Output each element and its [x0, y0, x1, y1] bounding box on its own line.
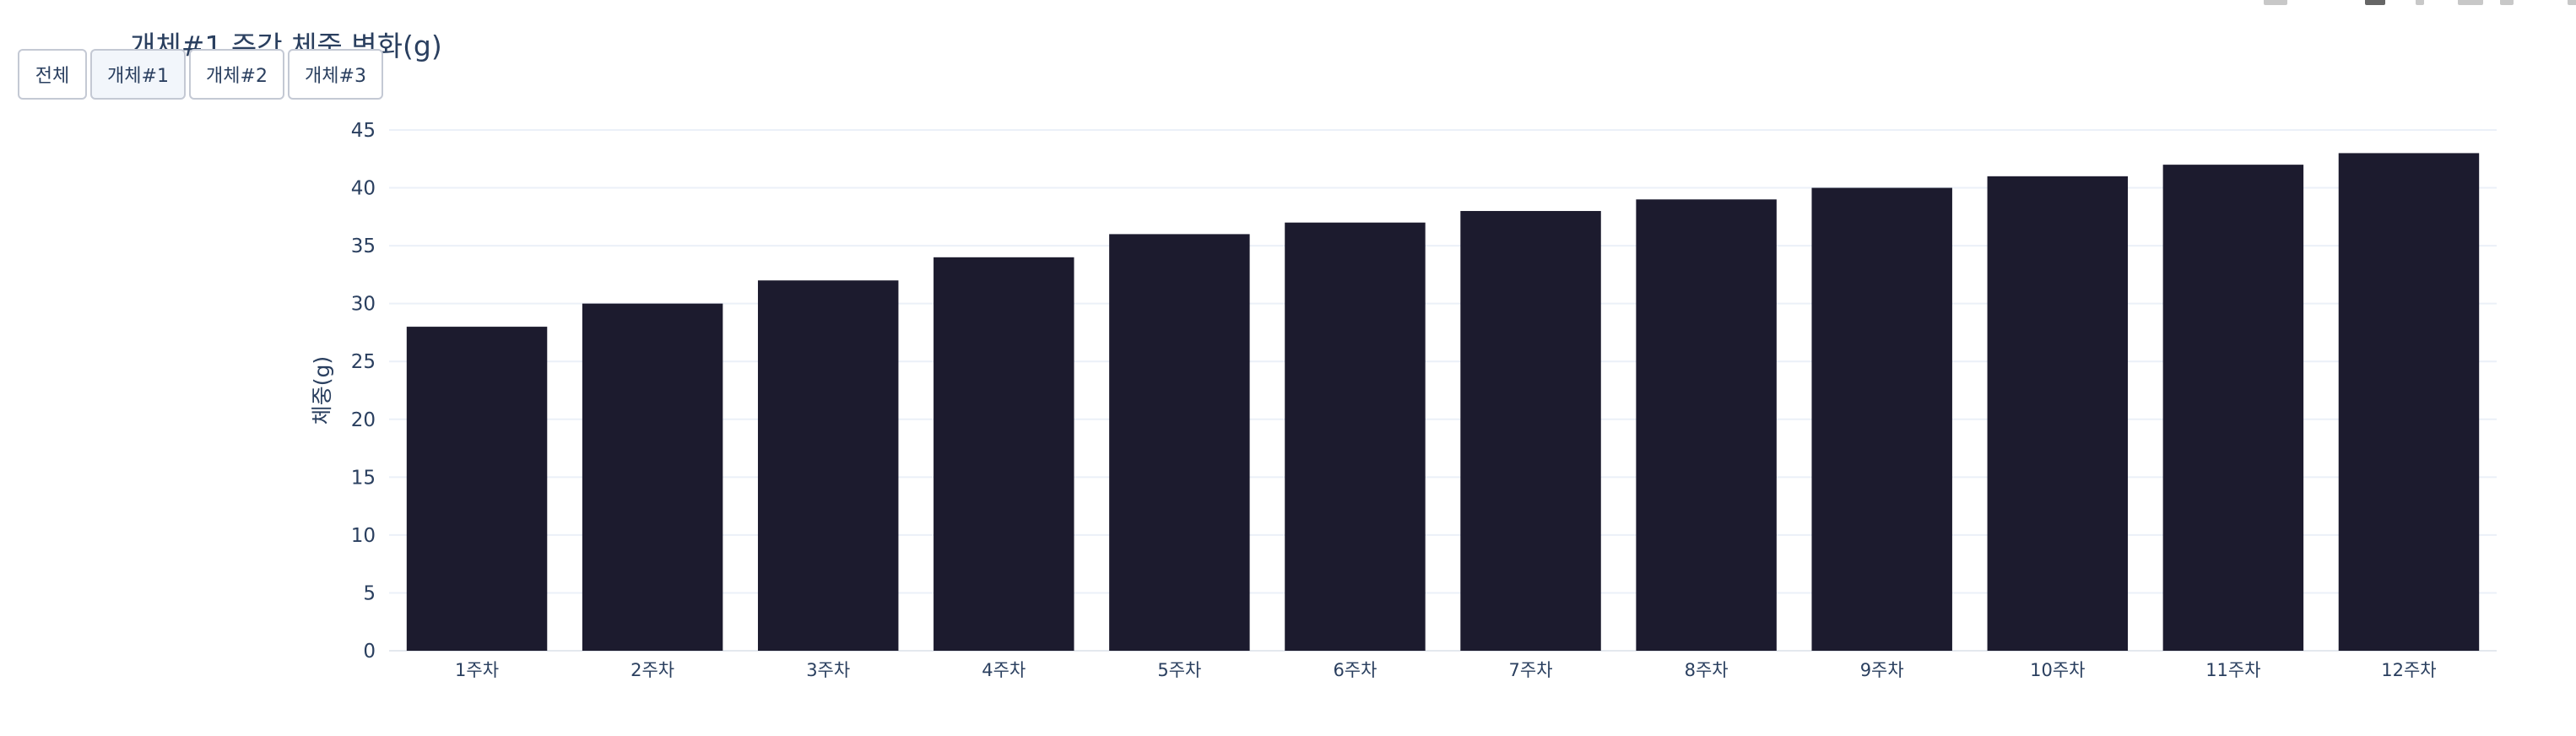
- x-tick-label: 6주차: [1333, 660, 1377, 680]
- y-tick-label: 25: [351, 351, 376, 373]
- y-tick-label: 5: [363, 582, 376, 604]
- filter-button-subject-1[interactable]: 개체#1: [90, 49, 186, 100]
- filter-button-subject-2[interactable]: 개체#2: [189, 49, 284, 100]
- y-tick-label: 15: [351, 467, 376, 489]
- bar: [1811, 187, 1952, 652]
- x-tick-label: 5주차: [1157, 660, 1201, 680]
- filter-button-all[interactable]: 전체: [18, 49, 87, 100]
- y-tick-label: 20: [351, 409, 376, 431]
- x-tick-label: 1주차: [455, 660, 499, 680]
- y-tick-label: 10: [351, 525, 376, 547]
- bar: [582, 303, 723, 651]
- bar: [934, 257, 1074, 651]
- bar: [1109, 234, 1250, 651]
- bar: [1987, 176, 2129, 651]
- bar: [1636, 199, 1777, 651]
- bar: [406, 327, 548, 651]
- x-tick-label: 8주차: [1685, 660, 1729, 680]
- x-tick-label: 3주차: [806, 660, 850, 680]
- x-tick-label: 4주차: [982, 660, 1026, 680]
- y-tick-label: 40: [351, 178, 376, 200]
- x-tick-label: 2주차: [630, 660, 674, 680]
- x-tick-label: 10주차: [2030, 660, 2085, 680]
- camera-icon[interactable]: [2264, 0, 2287, 5]
- y-axis-label: 체중(g): [310, 356, 334, 425]
- x-tick-label: 7주차: [1509, 660, 1553, 680]
- bar: [1285, 222, 1426, 651]
- lasso-icon[interactable]: [2500, 0, 2514, 5]
- y-tick-label: 35: [351, 235, 376, 257]
- y-tick-label: 30: [351, 294, 376, 316]
- modebar: [2154, 0, 2576, 10]
- zoom-in-icon[interactable]: [2568, 0, 2576, 5]
- y-tick-label: 45: [351, 120, 376, 142]
- pan-icon[interactable]: [2416, 0, 2424, 5]
- filter-button-subject-3[interactable]: 개체#3: [288, 49, 383, 100]
- x-tick-label: 9주차: [1860, 660, 1904, 680]
- box-select-icon[interactable]: [2458, 0, 2483, 5]
- bar: [2338, 153, 2480, 651]
- y-tick-label: 0: [363, 641, 376, 663]
- bar: [757, 280, 899, 651]
- x-tick-label: 12주차: [2381, 660, 2436, 680]
- zoom-icon[interactable]: [2365, 0, 2385, 5]
- bar: [2162, 165, 2304, 652]
- bar: [1460, 210, 1601, 651]
- x-tick-label: 11주차: [2205, 660, 2260, 680]
